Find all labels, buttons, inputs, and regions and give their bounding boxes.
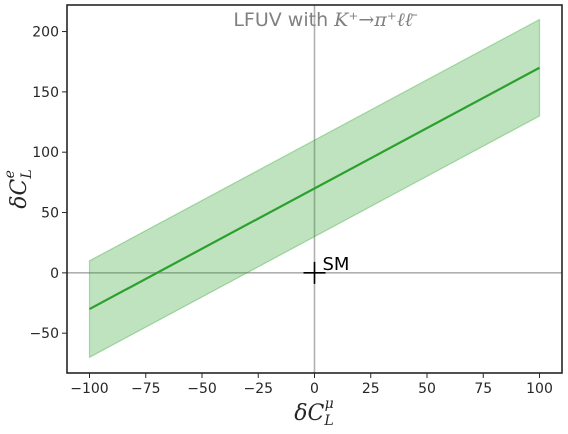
chart-title-prefix: LFUV with <box>233 9 334 31</box>
y-axis-label-main: δC <box>7 178 32 208</box>
x-tick-label: 25 <box>362 381 380 397</box>
x-tick-label: 100 <box>526 381 553 397</box>
chart-title-math: K⁺→π⁺ℓℓ̄ <box>333 9 417 31</box>
y-tick-label: −50 <box>29 326 59 342</box>
x-axis-label: δCLμ <box>294 396 333 429</box>
x-axis-label-sub: L <box>323 413 333 429</box>
y-tick-label: 50 <box>41 206 59 222</box>
y-tick-label: 0 <box>50 266 59 282</box>
sm-marker <box>303 261 326 284</box>
y-axis-label-sub: L <box>19 169 35 179</box>
x-axis-label-sup: μ <box>325 396 334 412</box>
x-tick-label: 0 <box>310 381 319 397</box>
x-tick-label: 50 <box>418 381 436 397</box>
chart-title: LFUV with K⁺→π⁺ℓℓ̄ <box>233 9 417 31</box>
x-tick-label: 75 <box>474 381 492 397</box>
x-axis-label-main: δC <box>294 401 324 426</box>
x-tick-label: −50 <box>187 381 217 397</box>
y-tick-label: 200 <box>32 25 59 41</box>
sm-label: SM <box>323 254 350 275</box>
series-0-line <box>88 66 541 311</box>
x-tick-label: −25 <box>243 381 273 397</box>
y-axis-label: δCLe <box>2 169 35 208</box>
y-tick-label: 150 <box>32 85 59 101</box>
x-tick-label: −100 <box>70 381 108 397</box>
x-tick-label: −75 <box>131 381 161 397</box>
y-axis-label-sup: e <box>2 170 18 178</box>
y-tick-label: 100 <box>32 145 59 161</box>
